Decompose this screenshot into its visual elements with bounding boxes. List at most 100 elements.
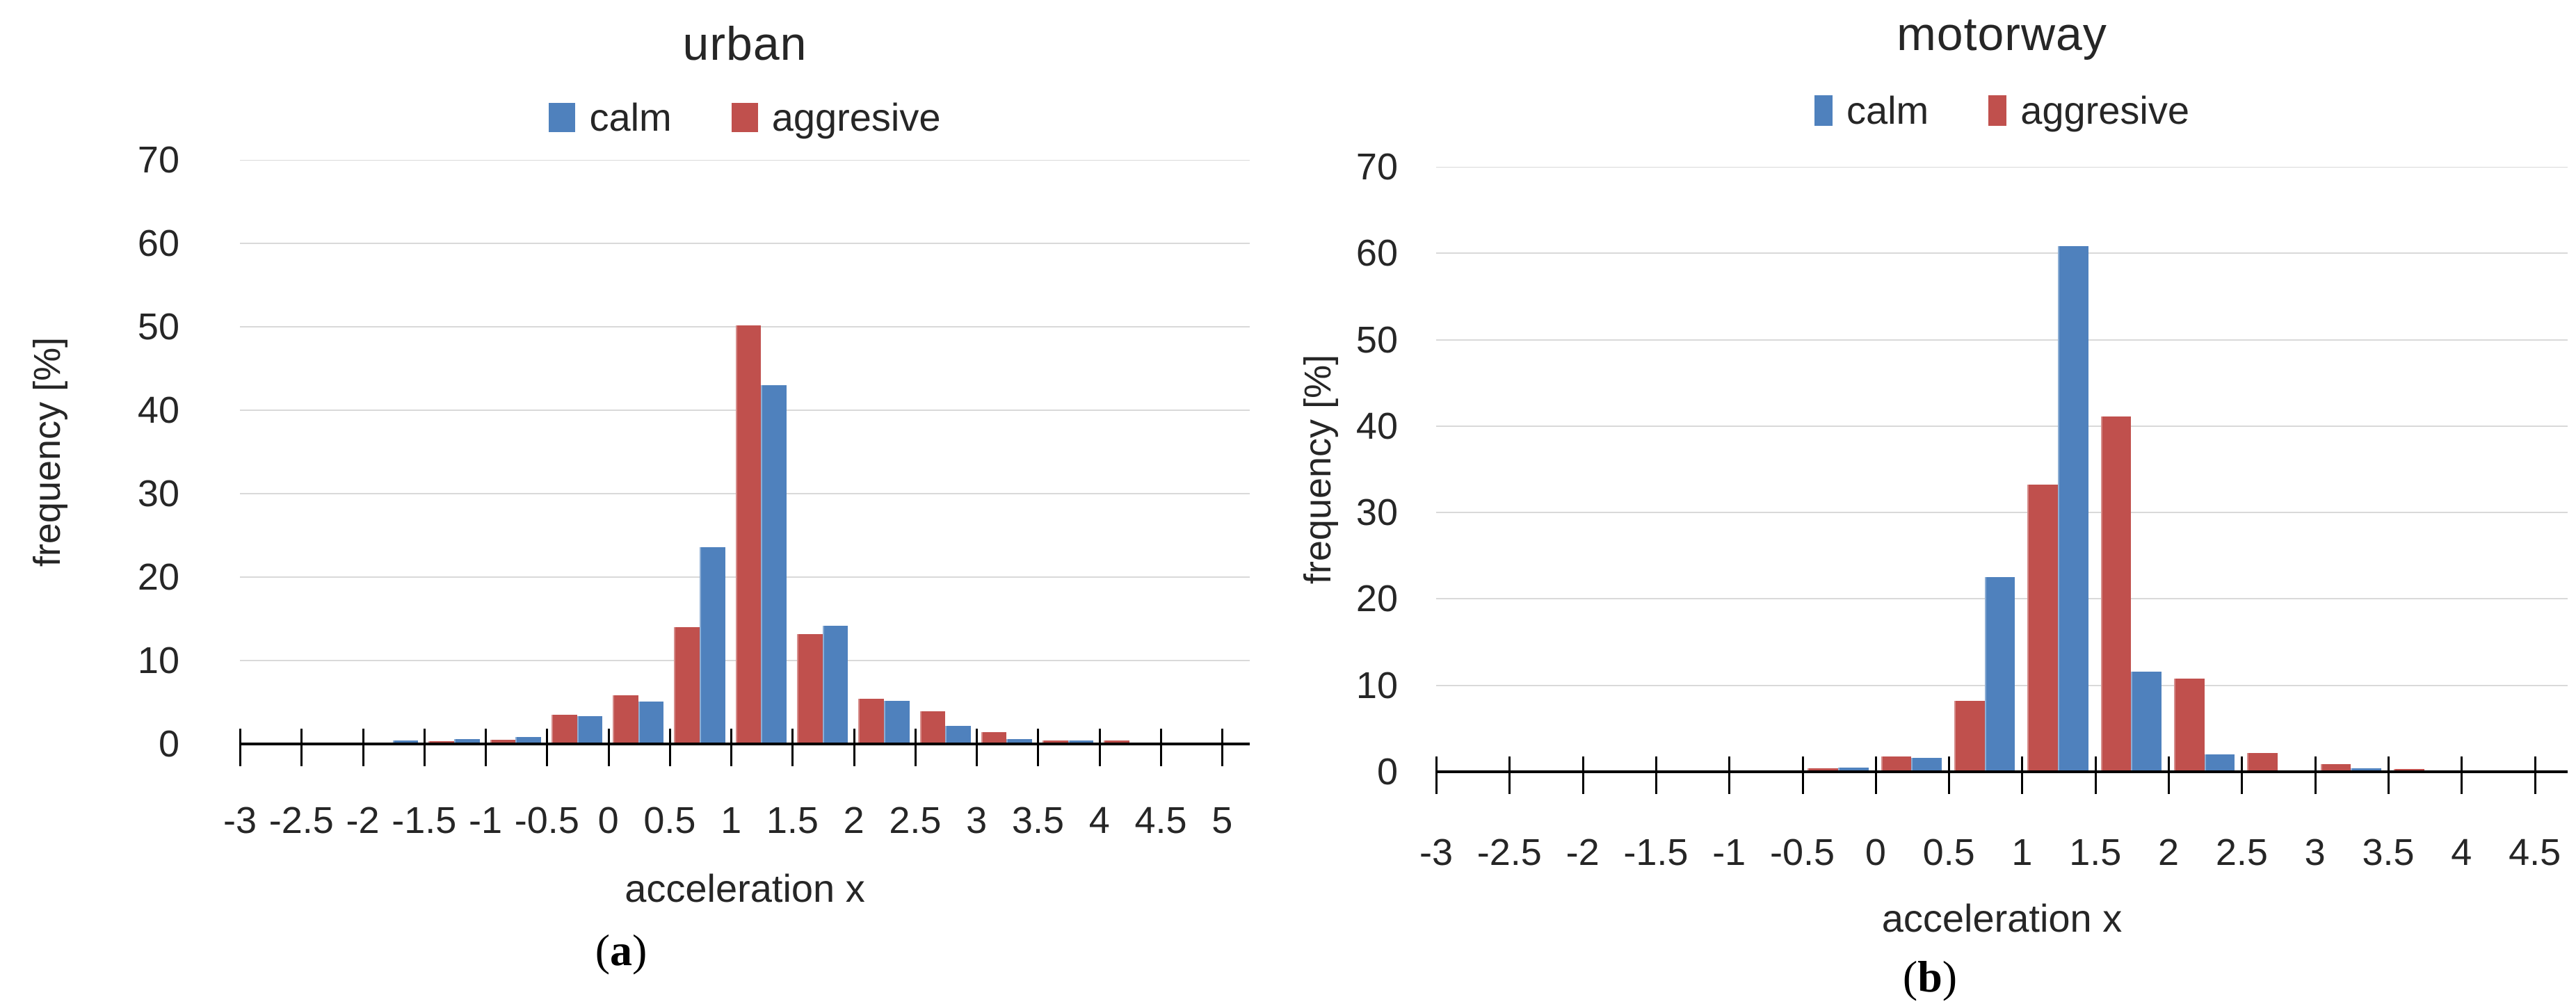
bar-calm — [1911, 758, 1942, 772]
x-tick — [2021, 756, 2024, 794]
x-tick-label: 3.5 — [1011, 800, 1064, 841]
legend-label-aggresive: aggresive — [771, 95, 941, 139]
x-tick-label: -1.5 — [392, 800, 457, 841]
legend-item-aggresive: aggresive — [731, 95, 941, 140]
legend-item-aggresive: aggresive — [1988, 88, 2189, 133]
x-axis-line — [1436, 770, 2568, 773]
x-tick — [239, 729, 241, 766]
x-axis-title: acceleration x — [1881, 896, 2123, 940]
bar-aggresive — [2027, 485, 2059, 772]
y-tick-label: 60 — [1355, 232, 1398, 275]
x-tick — [1874, 756, 1877, 794]
x-tick — [1948, 756, 1951, 794]
x-tick — [2387, 756, 2390, 794]
x-tick-label: -0.5 — [1770, 832, 1835, 873]
legend: calm aggresive — [240, 95, 1250, 140]
bar-calm — [1068, 740, 1094, 744]
bar-aggresive — [2173, 678, 2205, 772]
x-tick — [2094, 756, 2097, 794]
bar-aggresive — [1043, 740, 1068, 744]
caption-close-paren: ) — [1942, 952, 1958, 1001]
x-tick — [853, 729, 855, 766]
gridline — [1436, 339, 2568, 341]
x-tick-label: 1.5 — [766, 800, 819, 841]
bar-aggresive — [1808, 768, 1839, 772]
bar-aggresive — [2320, 763, 2351, 772]
x-tick-label: 4.5 — [1134, 800, 1187, 841]
x-tick — [1728, 756, 1731, 794]
x-tick — [1801, 756, 1804, 794]
x-tick-label: 1 — [721, 800, 742, 841]
bar-aggresive — [1954, 701, 1985, 772]
x-tick — [362, 729, 364, 766]
bar-aggresive — [797, 633, 823, 744]
x-tick — [485, 729, 488, 766]
bar-calm — [700, 546, 725, 744]
y-tick-label: 30 — [137, 473, 179, 515]
x-tick-label: -2 — [346, 800, 380, 841]
x-tick — [914, 729, 917, 766]
legend: calm aggresive — [1436, 88, 2568, 133]
plot-area — [240, 160, 1250, 744]
bar-calm — [577, 716, 603, 744]
x-tick — [1221, 729, 1224, 766]
x-tick-label: 0.5 — [1922, 832, 1975, 873]
x-tick-label: 1 — [2011, 832, 2033, 873]
x-tick — [1160, 729, 1162, 766]
gridline — [240, 243, 1250, 244]
y-tick-label: 40 — [1355, 405, 1398, 447]
legend-label-calm: calm — [1846, 88, 1929, 132]
calm-swatch-icon — [549, 102, 576, 132]
x-tick — [1655, 756, 1657, 794]
bar-aggresive — [674, 627, 700, 744]
x-tick-label: 0 — [1865, 832, 1886, 873]
x-tick — [1098, 729, 1101, 766]
x-tick-label: 2 — [843, 800, 864, 841]
x-tick-label: 3 — [2304, 832, 2326, 873]
bar-aggresive — [2100, 416, 2132, 772]
x-tick — [300, 729, 303, 766]
x-tick-label: -1 — [469, 800, 503, 841]
x-tick-label: 2 — [2158, 832, 2180, 873]
x-tick-label: 2.5 — [2215, 832, 2268, 873]
bar-calm — [761, 385, 787, 744]
gridline — [1436, 425, 2568, 427]
x-tick-label: -2 — [1565, 832, 1600, 873]
legend-item-calm: calm — [549, 95, 672, 140]
bar-aggresive — [2247, 752, 2278, 772]
aggresive-swatch-icon — [731, 102, 758, 132]
x-axis-title: acceleration x — [625, 866, 865, 910]
y-tick-label: 0 — [1376, 751, 1398, 793]
x-tick-label: 3 — [966, 800, 988, 841]
x-tick-label: 4 — [1088, 800, 1110, 841]
bar-aggresive — [551, 715, 577, 744]
bar-calm — [454, 738, 480, 744]
x-tick — [2241, 756, 2244, 794]
y-tick-label: 50 — [1355, 318, 1398, 361]
x-tick — [668, 729, 671, 766]
x-tick-label: 2.5 — [889, 800, 942, 841]
bar-aggresive — [981, 732, 1007, 744]
x-tick — [1435, 756, 1438, 794]
x-tick-label: -2.5 — [1476, 832, 1542, 873]
bar-aggresive — [1104, 740, 1129, 744]
y-tick-label: 40 — [137, 389, 179, 431]
caption-letter: b — [1917, 952, 1942, 1001]
bar-aggresive — [858, 699, 884, 744]
x-tick — [976, 729, 979, 766]
bar-calm — [2351, 768, 2381, 772]
aggresive-swatch-icon — [1988, 95, 2007, 126]
bar-calm — [638, 701, 664, 744]
x-tick — [1037, 729, 1040, 766]
y-tick-label: 20 — [1355, 578, 1398, 620]
panel-caption: (a) — [482, 925, 760, 976]
x-tick-label: 5 — [1211, 800, 1233, 841]
y-tick-label: 60 — [137, 222, 179, 264]
y-tick-label: 0 — [158, 723, 179, 765]
calm-swatch-icon — [1814, 95, 1833, 126]
y-axis-title: frequency [%] — [1297, 354, 1339, 585]
x-tick — [423, 729, 426, 766]
bar-calm — [392, 740, 419, 744]
